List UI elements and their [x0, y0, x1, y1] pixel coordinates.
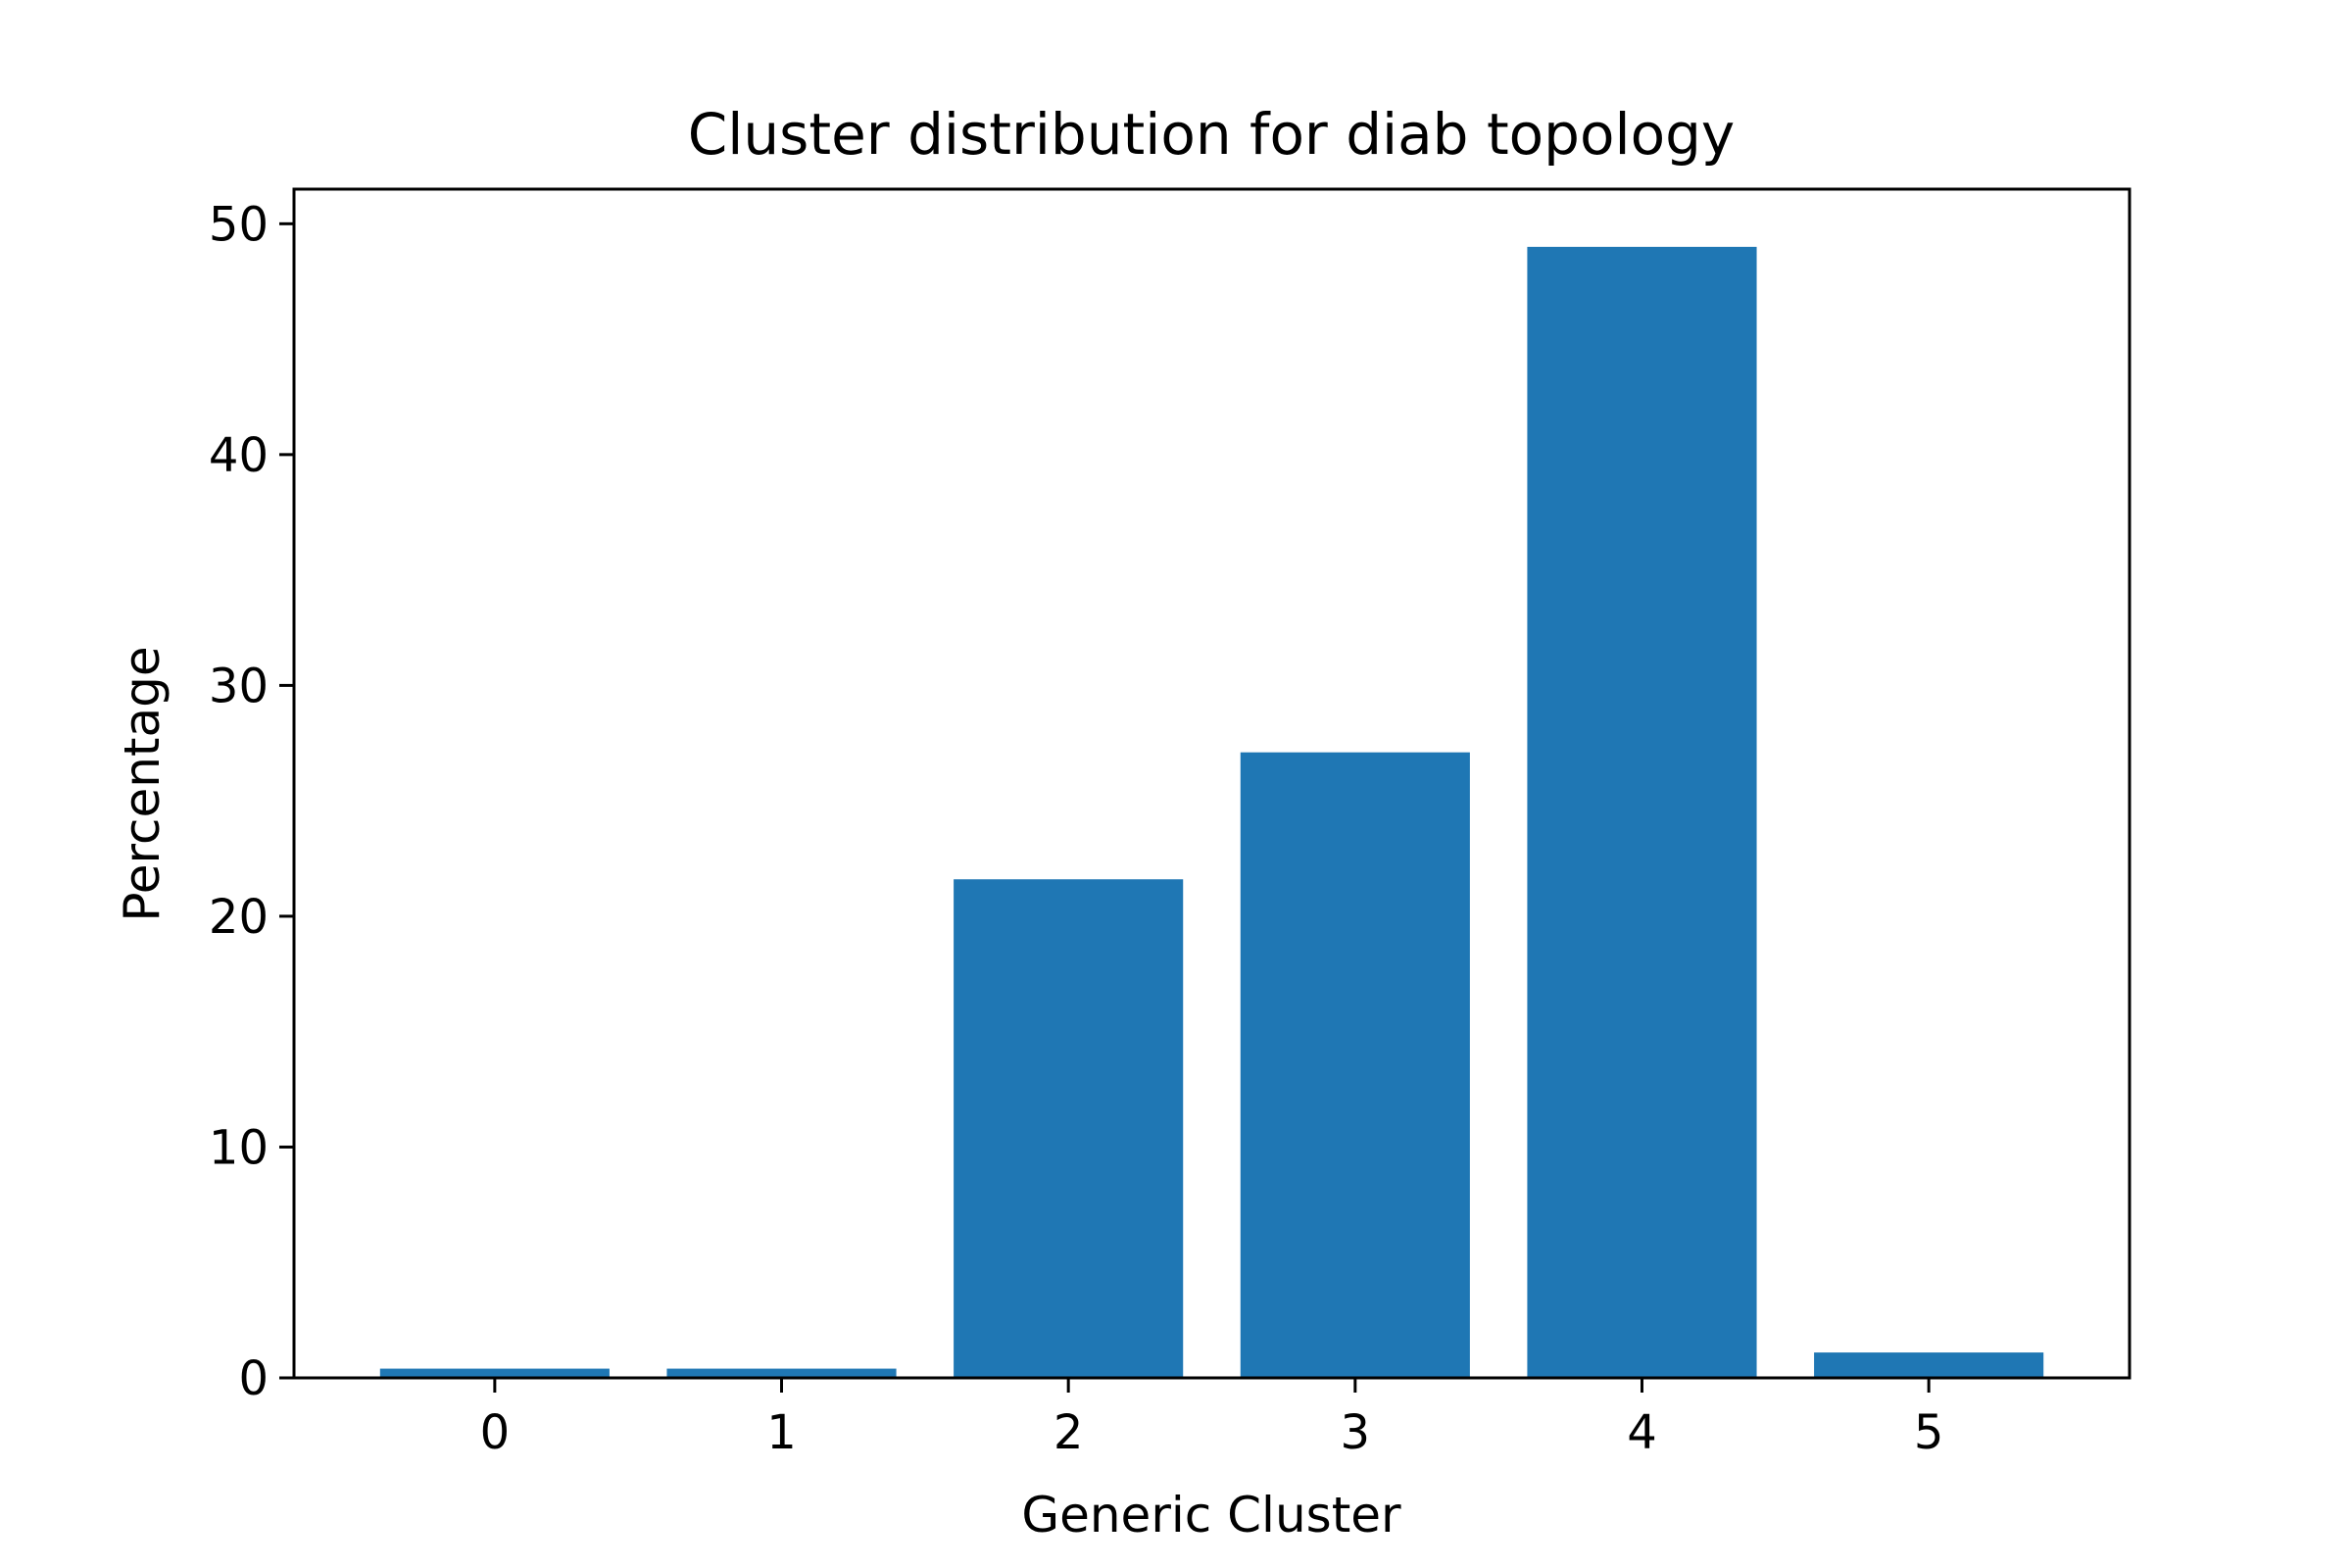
bar-0	[379, 1368, 610, 1378]
y-axis-ticks: 0 10 20 30 40 50	[209, 197, 294, 1406]
bar-2	[954, 879, 1184, 1378]
plot-frame	[292, 187, 2132, 1380]
y-tick-label: 0	[238, 1351, 269, 1406]
x-axis-ticks: 0 1 2 3 4 5	[480, 1378, 1944, 1460]
bar-1	[666, 1368, 897, 1378]
bar-3	[1240, 752, 1470, 1378]
bars-group	[379, 246, 2044, 1378]
y-tick-label: 50	[209, 197, 269, 252]
x-axis-label: Generic Cluster	[1021, 1487, 1401, 1544]
x-tick-label: 1	[766, 1405, 797, 1460]
y-tick-label: 20	[209, 890, 269, 945]
bar-4	[1527, 246, 1757, 1378]
y-tick-label: 40	[209, 428, 269, 483]
chart-title: Cluster distribution for diab topology	[688, 101, 1735, 168]
y-tick-label: 10	[209, 1120, 269, 1175]
x-tick-label: 4	[1627, 1405, 1657, 1460]
x-tick-label: 3	[1341, 1405, 1371, 1460]
x-tick-label: 0	[480, 1405, 511, 1460]
x-tick-label: 5	[1914, 1405, 1944, 1460]
y-axis-label: Percentage	[114, 646, 171, 921]
y-tick-label: 30	[209, 659, 269, 713]
bar-5	[1814, 1352, 2044, 1378]
x-tick-label: 2	[1054, 1405, 1084, 1460]
